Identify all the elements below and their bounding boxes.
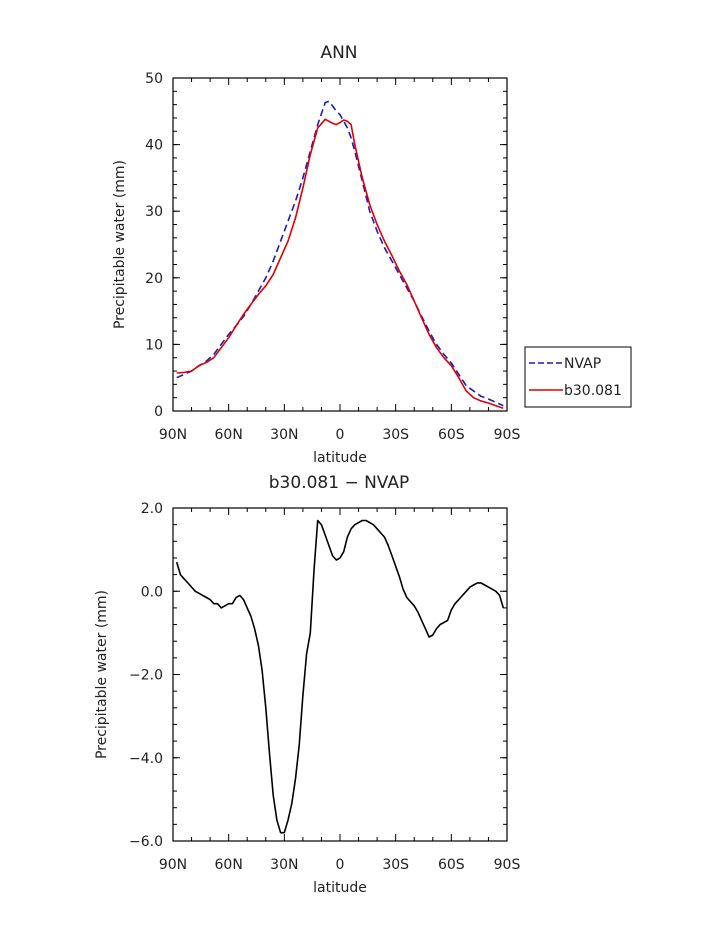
x-tick-label: 0	[336, 427, 345, 443]
y-tick-label: 50	[145, 71, 163, 87]
x-axis-label: latitude	[313, 450, 367, 466]
x-tick-label: 90S	[494, 857, 521, 873]
x-tick-label: 90N	[159, 427, 187, 443]
y-tick-label: −4.0	[129, 751, 163, 767]
chart-title: b30.081 − NVAP	[269, 473, 409, 493]
y-tick-label: 40	[145, 138, 163, 154]
y-tick-label: 2.0	[141, 501, 163, 517]
x-tick-label: 0	[336, 857, 345, 873]
y-tick-label: 10	[145, 337, 163, 353]
top-panel: 90N 60N 30N 0 30S 60S 90S 0 10 20 30 40 50 ANN latitud…	[112, 43, 632, 466]
x-tick-label: 30N	[270, 427, 298, 443]
plot-frame	[172, 77, 508, 412]
y-tick-label: 30	[145, 204, 163, 220]
legend-box	[524, 346, 632, 408]
bottom-panel: 90N 60N 30N 0 30S 60S 90S −6.0 −4.0 −2.0 0.0 2.0 b30…	[94, 473, 520, 896]
x-tick-label: 60S	[438, 427, 465, 443]
x-tick-label: 90N	[159, 857, 187, 873]
x-tick-label: 60N	[215, 857, 243, 873]
y-tick-label: 0	[154, 404, 163, 420]
y-axis-label: Precipitable water (mm)	[112, 160, 128, 329]
x-tick-label: 90S	[494, 427, 521, 443]
series-line-0	[175, 519, 505, 834]
x-tick-label: 30S	[382, 427, 409, 443]
legend-label: NVAP	[564, 356, 601, 372]
chart-title: ANN	[320, 43, 357, 63]
x-axis-label: latitude	[313, 880, 367, 896]
series-line-b30-081	[176, 118, 504, 410]
x-tick-label: 60S	[438, 857, 465, 873]
y-tick-label: −6.0	[129, 834, 163, 850]
series-line-nvap	[176, 100, 504, 407]
x-tick-label: 30S	[382, 857, 409, 873]
y-tick-label: 0.0	[141, 584, 163, 600]
x-tick-label: 30N	[270, 857, 298, 873]
y-tick-label: −2.0	[129, 668, 163, 684]
y-tick-label: 20	[145, 271, 163, 287]
legend-label: b30.081	[564, 383, 622, 399]
x-tick-label: 60N	[215, 427, 243, 443]
y-axis-label: Precipitable water (mm)	[94, 590, 110, 759]
